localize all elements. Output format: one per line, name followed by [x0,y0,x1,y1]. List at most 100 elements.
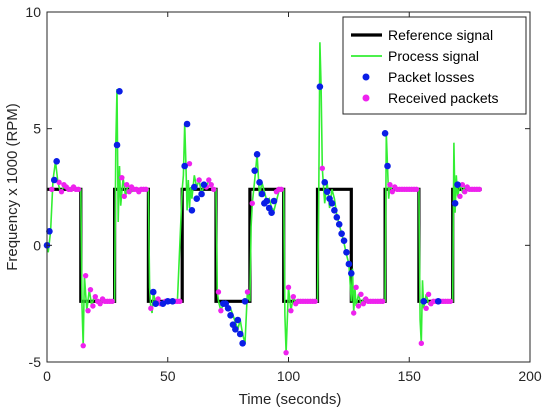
packet-loss-point [381,130,389,137]
legend-label: Packet losses [388,69,474,85]
packet-loss-point [239,340,246,347]
received-packet-point [218,307,224,314]
x-axis-label: Time (seconds) [239,391,342,408]
packet-loss-point [188,207,196,214]
packet-loss-point [169,298,176,305]
received-packet-point [387,181,393,188]
received-packet-point [82,272,89,279]
packet-loss-point [183,120,191,128]
packet-loss-point [241,298,249,305]
packet-loss-point [345,260,353,268]
packet-loss-point [384,162,391,170]
received-packet-point [49,186,55,193]
packet-loss-point [258,190,266,198]
packet-loss-point [227,312,234,319]
received-packet-point [206,177,212,183]
packet-loss-point [434,298,442,305]
packet-loss-point [338,230,345,237]
received-packet-point [75,186,82,193]
received-packet-point [288,307,294,314]
received-packet-point [423,305,429,312]
received-packet-point [249,200,255,207]
packet-loss-point [347,270,355,277]
received-packet-point [119,174,125,181]
packet-loss-point [263,197,271,205]
packet-loss-point [321,179,329,186]
x-tick-label: 150 [398,368,422,384]
received-packet-point [186,160,193,167]
y-tick-label: 10 [25,4,41,20]
packet-loss-point [232,326,239,333]
packet-loss-point [46,228,53,235]
packet-loss-point [420,298,428,305]
packet-loss-point [454,181,461,188]
received-packet-point [90,303,96,309]
packet-loss-point [191,183,198,191]
packet-loss-point [256,179,263,186]
y-axis-label: Frequency x 1000 (RPM) [4,103,21,271]
received-packet-point [126,188,132,195]
x-tick-label: 200 [518,368,542,384]
packet-loss-point [333,214,341,221]
packet-loss-point [53,158,60,165]
received-packet-point [447,298,454,305]
packet-loss-point [224,305,232,312]
received-packet-point [355,303,362,309]
received-packet-point [155,296,161,302]
received-packet-point [459,181,466,188]
packet-loss-point [270,197,278,205]
packet-loss-point [451,200,459,207]
received-packet-point [351,310,357,316]
legend-label: Received packets [388,90,499,106]
received-packet-point [56,179,62,186]
packet-loss-point [323,188,331,195]
packet-loss-point [164,298,172,305]
received-packet-point [208,181,214,188]
packet-loss-point [193,195,201,202]
received-packet-point [148,305,154,312]
packet-loss-point [328,200,336,207]
received-packet-point [109,298,115,305]
y-tick-label: -5 [29,354,42,370]
packet-loss-point [200,181,208,188]
received-packet-point [457,193,463,200]
received-packet-point [319,165,326,172]
received-packet-point [85,307,91,314]
received-packet-point [389,188,396,195]
x-tick-label: 50 [160,368,176,384]
received-packet-point [196,177,202,183]
packet-loss-point [149,288,157,296]
received-packet-point [290,293,297,300]
received-packet-point [80,342,86,349]
received-packet-point [143,186,149,193]
packet-loss-point [152,300,159,307]
received-packet-point [360,300,367,307]
received-packet-point [278,186,284,193]
legend-label: Reference signal [388,27,493,43]
packet-loss-point [335,221,343,228]
received-packet-point [425,291,432,298]
packet-loss-point [268,209,275,216]
received-packet-point [123,181,130,188]
packet-loss-point [113,141,121,149]
received-packet-point [87,286,94,293]
received-packet-point [462,188,468,195]
received-packet-point [244,289,251,295]
packet-loss-point [340,237,348,244]
x-tick-label: 0 [43,368,51,384]
received-packet-point [58,188,65,195]
packet-loss-point [316,83,324,90]
packet-loss-point [234,316,242,324]
legend-box [342,16,527,115]
x-tick-label: 100 [277,368,301,384]
y-tick-label: 0 [33,237,41,253]
packet-loss-point [181,162,188,170]
packet-loss-point [253,151,261,158]
received-packet-point [476,186,482,193]
packet-loss-point [331,207,338,214]
legend: Reference signal Process signal Packet los… [342,16,527,115]
received-packet-point [121,193,127,200]
packet-loss-point [251,167,258,174]
